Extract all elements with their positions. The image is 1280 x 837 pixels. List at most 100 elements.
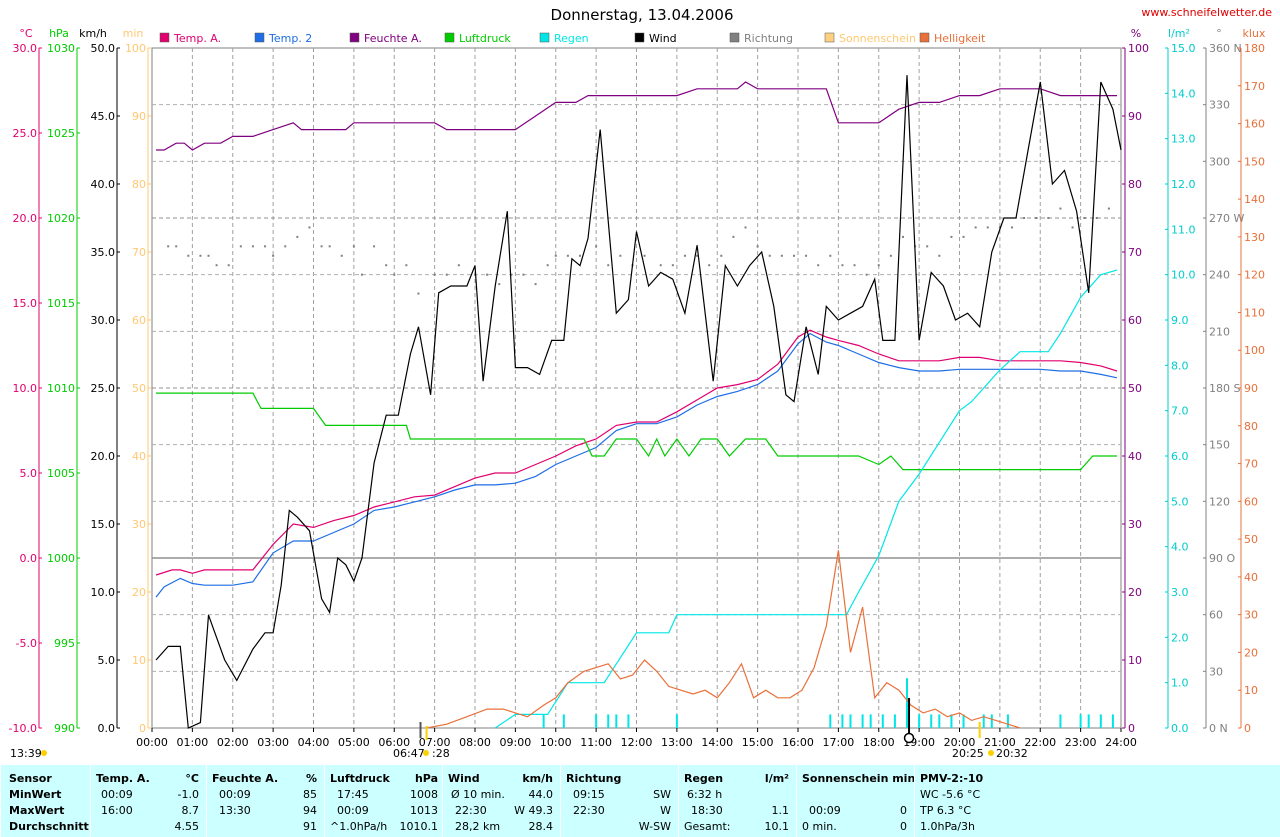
wind-tick-label: 15.0 (91, 518, 116, 531)
legend-swatch (254, 32, 265, 43)
legend-label: Richtung (744, 32, 793, 45)
regen-bar (542, 714, 545, 728)
richtung-point (865, 273, 868, 276)
hum-tick-label: 40 (1128, 450, 1142, 463)
richtung-point (1059, 207, 1062, 210)
x-tick-label: 17:00 (823, 736, 855, 749)
lux-tick-label: 180 (1244, 42, 1265, 55)
richtung-point (805, 254, 808, 257)
rain-tick-label: 14.0 (1171, 87, 1196, 100)
richtung-point (1035, 217, 1038, 219)
richtung-point (187, 254, 190, 257)
regen-bar (627, 714, 630, 728)
legend-swatch (729, 32, 740, 43)
series-feuchte-a- (156, 81, 1117, 151)
summary-table: Sensor MinWert MaxWert Durchschnitt Temp… (0, 765, 1280, 837)
site-link[interactable]: www.schneifelwetter.de (1141, 6, 1272, 19)
legend-label: Luftdruck (459, 32, 511, 45)
legend-label: Feuchte A. (364, 32, 422, 45)
pmv-header: PMV-2:-10 (920, 772, 984, 785)
hum-tick-label: 30 (1128, 518, 1142, 531)
sun-max-value: 0 (900, 804, 907, 817)
sun-tick-label: 90 (132, 110, 146, 123)
series-luftdruck (156, 392, 1117, 471)
richtung-point (877, 264, 880, 267)
lux-tick-label: 150 (1244, 155, 1265, 168)
hum-header: Feuchte A. (212, 772, 279, 785)
x-tick-label: 11:00 (580, 736, 612, 749)
press-header: Luftdruck (330, 772, 390, 785)
richtung-point (522, 273, 525, 276)
sun-tick-label: 50 (132, 382, 146, 395)
richtung-point (578, 254, 581, 257)
richtung-point (853, 264, 856, 267)
regen-bar (1087, 714, 1090, 728)
press-avg-value: 1010.1 (399, 820, 439, 833)
regen-bar (1099, 714, 1102, 728)
hum-tick-label: 80 (1128, 178, 1142, 191)
chart-axes: 00:00 01:00 02:00 03:00 04:00 05:00 06:00 07:00… (9, 42, 1265, 749)
x-tick-label: 03:00 (257, 736, 289, 749)
rain-total-value: 10.1 (764, 820, 790, 833)
legend-label: Temp. 2 (268, 32, 312, 45)
hum-unit: % (1131, 27, 1141, 40)
press-tick-label: 995 (54, 637, 75, 650)
series-temp-2 (155, 332, 1118, 598)
hum-tick-label: 0 (1128, 722, 1135, 735)
x-tick-label: 00:00 (136, 736, 168, 749)
summary-labels: Sensor MinWert MaxWert Durchschnitt (0, 765, 91, 837)
sun-tick-label: 60 (132, 314, 146, 327)
x-tick-label: 22:00 (1024, 736, 1056, 749)
wind-tick-label: 30.0 (91, 314, 116, 327)
sun-unit: min (123, 27, 144, 40)
legend-label: Sonnenschein (839, 32, 916, 45)
wind-min-value: 44.0 (528, 788, 554, 801)
regen-bar (1111, 714, 1114, 728)
temp-tick-label: 30.0 (13, 42, 38, 55)
sunset-icon (988, 750, 994, 756)
richtung-point (974, 226, 977, 229)
lux-tick-label: 0 (1244, 722, 1251, 735)
legend-swatch (539, 32, 550, 43)
series-regen (494, 269, 1118, 729)
richtung-point (643, 254, 646, 257)
x-tick-label: 01:00 (177, 736, 209, 749)
rain-max-time: 18:30 (691, 804, 723, 817)
press-tick-label: 1015 (47, 297, 75, 310)
summary-temp: Temp. A. °C 00:09 -1.0 16:00 8.7 4.55 (90, 765, 207, 837)
regen-bar (829, 714, 832, 728)
richtung-point (926, 245, 929, 248)
richtung-point (756, 245, 759, 248)
richtung-point (950, 235, 953, 238)
richtung-point (320, 245, 323, 248)
richtung-point (720, 254, 723, 257)
richtung-point (1010, 226, 1013, 229)
x-tick-label: 23:00 (1065, 736, 1097, 749)
sun-tick-label: 100 (125, 42, 146, 55)
dir-min-value: SW (653, 788, 671, 801)
richtung-point (792, 254, 795, 257)
summary-hum: Feuchte A. % 00:09 85 13:30 94 91 (206, 765, 325, 837)
richtung-point (167, 245, 170, 248)
sun-tick-label: 20 (132, 586, 146, 599)
press-unit: hPa (49, 27, 69, 40)
dir-tick-label: 60 (1209, 609, 1223, 622)
row-label-sensor: Sensor (9, 772, 52, 785)
hum-tick-label: 10 (1128, 654, 1142, 667)
dir-max-value: W (660, 804, 671, 817)
richtung-point (264, 245, 267, 248)
wind-tick-label: 20.0 (91, 450, 116, 463)
lux-tick-label: 90 (1244, 382, 1258, 395)
richtung-point (901, 235, 904, 238)
regen-bar (615, 714, 618, 728)
row-label-avg: Durchschnitt (9, 820, 89, 833)
richtung-point (445, 273, 448, 276)
hum-tick-label: 20 (1128, 586, 1142, 599)
wind-header: Wind (448, 772, 480, 785)
legend-swatch (919, 32, 930, 43)
temp-tick-label: 10.0 (13, 382, 38, 395)
x-tick-label: 04:00 (298, 736, 330, 749)
richtung-point (373, 245, 376, 248)
rain-tick-label: 15.0 (1171, 42, 1196, 55)
temp-tick-label: -10.0 (9, 722, 37, 735)
